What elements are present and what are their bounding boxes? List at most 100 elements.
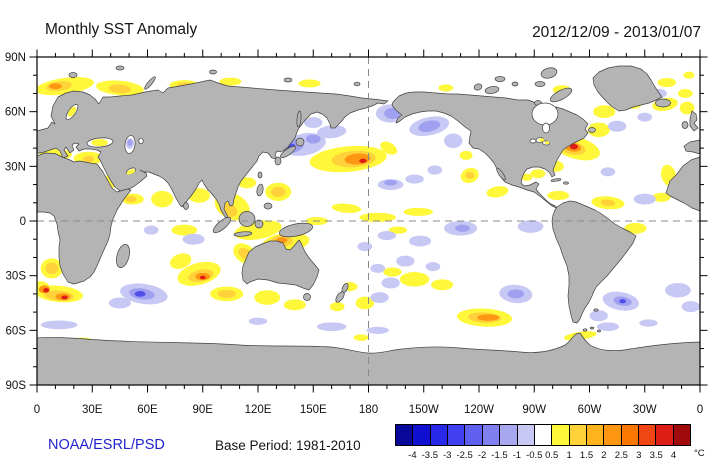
island-sakhalin [296,110,302,128]
island-sumatra [212,216,232,234]
island-nz-south [335,291,345,303]
island-falklands [593,308,599,312]
anomaly-blob-w1 [547,190,570,201]
anomaly-blob-w1 [126,169,136,175]
lake-winnipeg [529,138,537,144]
colorbar-cell [656,425,674,445]
landmass-south-america [551,200,637,324]
date-range-label: 2012/12/09 - 2013/01/07 [532,24,701,41]
anomaly-blob-w1 [151,190,174,208]
anomaly-blob-w1 [530,169,546,179]
anomaly-blob-c1 [316,322,347,332]
anomaly-blob-w1 [355,296,375,310]
landmass-africa-west [665,156,700,212]
anomaly-blob-c1 [405,174,424,184]
colorbar-cell [517,425,535,445]
anomaly-blob-c1 [639,319,658,327]
colorbar-cell [413,425,431,445]
island-newfoundland [588,127,596,133]
lon-tick-label: 180 [359,404,378,416]
landmass-australia [241,239,320,291]
island-ellesmere [540,67,558,79]
colorbar-cell [639,425,657,445]
lon-tick-label: 120W [464,404,494,416]
anomaly-blob-c2 [384,179,398,186]
anomaly-blob-c2 [455,224,470,232]
lon-axis-labels: 0 30E 60E 90E 120E 150E 180 150W 120W 90W 60W 30W 0 [34,404,703,416]
island-franz-josef [115,65,125,71]
anomaly-blob-w2 [600,199,616,207]
anomaly-blob-c1 [409,235,432,247]
anomaly-blob-w1 [353,334,369,341]
colorbar-tick-label: 3 [636,450,642,461]
anomaly-blob-c1 [143,225,159,235]
colorbar-tick-label: -3 [443,450,452,461]
lon-tick-label: 0 [34,404,40,416]
colorbar-cell [586,425,605,445]
island-taiwan [257,171,263,179]
anomaly-blob-w1 [388,226,408,234]
island-hokkaido [295,137,305,147]
anomaly-blob-c1 [600,167,616,177]
colorbar-cell [482,425,501,445]
anomaly-blob-w1 [683,71,695,79]
anomaly-blob-w1 [67,106,77,117]
credit-label: NOAA/ESRL/PSD [48,437,165,453]
colorbar-cell [569,425,587,445]
anomaly-blob-w4 [359,158,367,164]
anomaly-blob-w1 [677,88,693,98]
colorbar-cell [552,425,570,445]
anomaly-blob-w1 [438,84,454,92]
anomaly-blob-w1 [521,173,533,181]
island-wrangel [353,81,361,87]
island-tasmania [303,293,311,301]
colorbar-tick-label: 3.5 [649,450,663,461]
lon-tick-label: 30E [82,404,103,416]
anomaly-blob-c1 [381,277,400,289]
island-melville [494,76,506,82]
island-kyushu [274,156,282,166]
colorbar-tick-label: 2 [601,450,607,461]
anomaly-blob-c3 [619,298,626,304]
anomaly-blob-c1 [589,310,608,322]
anomaly-blob-w1 [486,186,509,198]
lon-tick-label: 120E [245,404,272,416]
lon-tick-label: 90E [193,404,214,416]
lon-tick-label: 0 [697,404,703,416]
anomaly-blob-w1 [538,138,545,142]
anomaly-blob-c2 [305,134,321,144]
anomaly-blob-w1 [383,267,402,277]
anomaly-blob-w1 [431,279,454,291]
landmass-greenland [592,65,663,112]
anomaly-blob-w1 [593,105,616,119]
landmass-britain [689,110,699,132]
lon-tick-label: 150E [300,404,327,416]
lon-tick-label: 30W [633,404,657,416]
anomaly-blob-w2 [125,195,137,203]
anomaly-blob-w1 [91,139,108,147]
anomaly-blob-c1 [427,165,443,175]
island-luzon [256,183,264,197]
lat-tick-label: 30N [5,161,26,173]
lat-tick-label: 90N [5,52,26,64]
island-victoria [484,85,500,95]
anomaly-blob-c1 [304,117,323,129]
page-title: Monthly SST Anomaly [45,21,198,38]
colorbar-tick-label: -3.5 [421,450,438,461]
colorbar-cell [448,425,466,445]
anomaly-blob-w1 [331,203,362,213]
island-new-guinea [278,222,314,238]
anomaly-blob-w1 [657,77,677,88]
colorbar-tick-label: 1 [566,450,572,461]
anomaly-blob-w1 [169,253,192,269]
colorbar-cell [673,425,691,445]
anomaly-blob-c1 [316,125,347,139]
island-severnaya [209,69,217,75]
island-borneo [238,211,256,227]
landmass-ireland [681,121,689,129]
lat-axis-labels: 90N 60N 30N 0 30S 60S 90S [5,52,26,392]
anomaly-blob-c1 [377,231,397,241]
anomaly-blob-c1 [681,301,700,313]
anomaly-blob-w1 [652,192,671,202]
anomaly-blob-c3 [134,290,146,297]
